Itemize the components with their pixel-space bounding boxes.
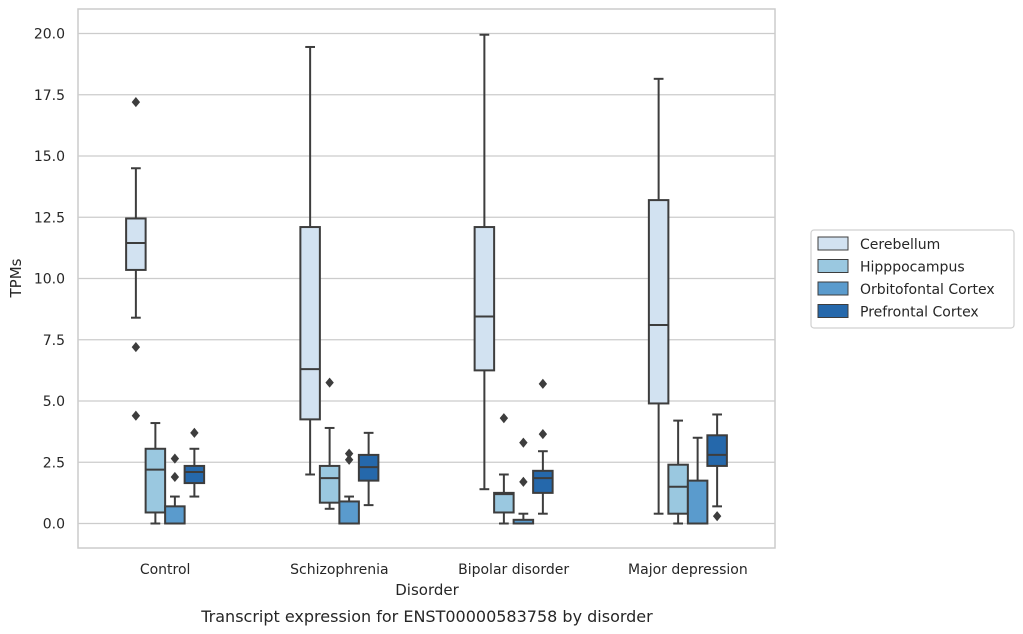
outlier-point (519, 437, 528, 448)
box (493, 491, 515, 514)
box-group (125, 97, 147, 421)
chart-caption: Transcript expression for ENST0000058375… (200, 607, 653, 626)
legend-frame (810, 229, 1015, 329)
box-group (706, 413, 728, 522)
box (299, 226, 321, 421)
box (318, 464, 341, 504)
box-group (473, 33, 496, 491)
x-tick-label: Schizophrenia (290, 562, 388, 578)
box-group (164, 453, 186, 525)
box (125, 217, 147, 271)
outlier-point (712, 511, 722, 522)
x-axis-label: Disorder (395, 581, 459, 599)
outlier-point (170, 453, 180, 464)
outlier-point (131, 342, 141, 353)
outlier-point (170, 471, 180, 482)
y-axis-label: TPMs (7, 258, 25, 298)
y-tick-label: 12.5 (34, 210, 65, 226)
box-group (299, 45, 321, 476)
y-tick-label: 2.5 (43, 455, 65, 471)
legend-swatch (817, 236, 849, 251)
box-group (144, 422, 167, 525)
legend-swatch (817, 281, 849, 296)
box (473, 226, 496, 372)
y-tick-label: 20.0 (34, 27, 65, 43)
box (667, 463, 689, 515)
box (338, 500, 360, 525)
box-group (183, 427, 206, 498)
box-group (686, 436, 709, 525)
box (686, 479, 709, 525)
box (647, 199, 670, 405)
box (532, 469, 554, 494)
box (706, 434, 728, 467)
y-tick-label: 17.5 (34, 88, 65, 104)
legend-swatch (817, 259, 849, 273)
x-tick-label: Bipolar disorder (458, 562, 569, 578)
outlier-point (131, 97, 141, 108)
box-group (512, 437, 535, 525)
legend-label: Prefrontal Cortex (860, 305, 979, 321)
outlier-point (519, 476, 528, 487)
box (144, 447, 167, 514)
x-tick-label: Control (140, 562, 191, 578)
outlier-point (344, 448, 354, 459)
plot-frame (77, 8, 776, 549)
box-group (338, 448, 360, 525)
box-group (357, 431, 380, 507)
outlier-point (344, 454, 354, 465)
y-tick-label: 7.5 (43, 333, 65, 349)
legend-label: Orbitofontal Cortex (860, 282, 995, 298)
axis-layer: 0.0 2.5 5.0 7.5 10.0 12.5 15.0 17.5 20.0 Control S… (34, 8, 776, 578)
legend-label: Hipppocampus (860, 260, 965, 276)
box (183, 464, 206, 485)
plot-layer (125, 33, 728, 525)
outlier-point (538, 429, 548, 440)
outlier-point (190, 427, 199, 438)
legend: Cerebellum Hipppocampus Orbitofontal Corte… (810, 229, 1015, 329)
box-group (318, 377, 341, 510)
legend-label: Cerebellum (860, 237, 940, 253)
y-tick-label: 10.0 (34, 272, 65, 288)
box-group (493, 413, 515, 525)
box-group (647, 77, 670, 515)
legend-swatch (817, 304, 849, 318)
outlier-point (538, 378, 548, 389)
box (164, 505, 186, 525)
y-tick-label: 0.0 (43, 517, 65, 533)
y-tick-label: 5.0 (43, 394, 65, 410)
box-group (532, 378, 554, 515)
y-tick-label: 15.0 (34, 149, 65, 165)
outlier-point (325, 377, 334, 388)
outlier-point (499, 413, 509, 424)
outlier-point (131, 410, 141, 421)
x-tick-label: Major depression (628, 562, 748, 578)
